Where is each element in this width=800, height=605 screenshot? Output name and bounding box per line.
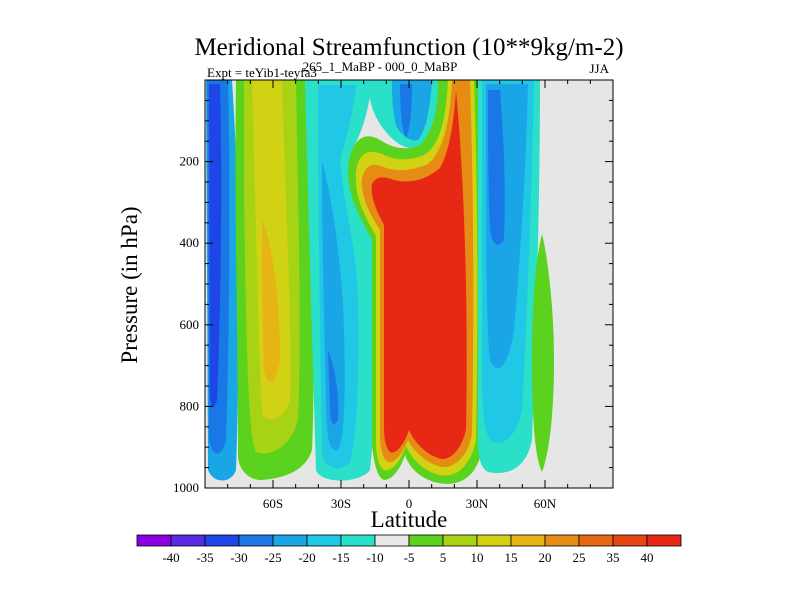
colorbar-swatch [544, 534, 580, 547]
colorbar-label: -10 [366, 550, 383, 565]
field-trop-neg-core [400, 84, 412, 138]
x-tick-label: 0 [406, 496, 413, 511]
colorbar-swatch [204, 534, 240, 547]
y-tick-label: 200 [180, 154, 200, 169]
chart-subtitle-center: 265_1_MaBP - 000_0_MaBP [303, 59, 458, 74]
y-tick-label: 400 [180, 235, 200, 250]
colorbar: -40 -35 -30 -25 -20 -15 -10 -5 5 10 15 20 25 35 40 [136, 534, 682, 565]
colorbar-label: -25 [264, 550, 281, 565]
colorbar-swatch [578, 534, 614, 547]
colorbar-swatch [646, 534, 682, 547]
y-tick-label: 1000 [173, 480, 199, 495]
colorbar-swatch [170, 534, 206, 547]
y-tick-label: 800 [180, 398, 200, 413]
colorbar-label: 15 [505, 550, 518, 565]
y-tick-label: 600 [180, 317, 200, 332]
field-sh-pos-core [252, 80, 291, 420]
colorbar-swatch [238, 534, 274, 547]
field-sh-mid-core [328, 350, 339, 425]
colorbar-swatch [272, 534, 308, 547]
x-axis-ticks: 60S 30S 0 30N 60N [227, 80, 591, 511]
x-tick-label: 30S [331, 496, 351, 511]
colorbar-label: 25 [573, 550, 586, 565]
colorbar-swatch [306, 534, 342, 547]
colorbar-label: 35 [607, 550, 620, 565]
colorbar-swatch [340, 534, 376, 547]
colorbar-swatch [408, 534, 444, 547]
colorbar-label: -30 [230, 550, 247, 565]
field-nh-pos-blob [532, 234, 554, 472]
field-sh-polar-core [209, 84, 222, 407]
field-sh-pos-peak [262, 220, 280, 383]
colorbar-swatch [510, 534, 546, 547]
chart-subtitle-right: JJA [589, 61, 609, 76]
colorbar-swatch [136, 534, 172, 547]
colorbar-swatch [442, 534, 478, 547]
y-axis-ticks: 200 400 600 800 1000 [173, 99, 613, 495]
colorbar-swatch [476, 534, 512, 547]
colorbar-label: -35 [196, 550, 213, 565]
plot-field [206, 80, 554, 484]
colorbar-swatch [612, 534, 648, 547]
colorbar-label: 10 [471, 550, 484, 565]
colorbar-label: -40 [162, 550, 179, 565]
x-axis-label: Latitude [371, 507, 448, 532]
colorbar-label: 20 [539, 550, 552, 565]
x-tick-label: 60S [263, 496, 283, 511]
field-nh-mid-core [488, 90, 505, 245]
colorbar-label: 5 [440, 550, 447, 565]
colorbar-label: 40 [641, 550, 654, 565]
x-tick-label: 60N [534, 496, 557, 511]
x-tick-label: 30N [466, 496, 489, 511]
colorbar-label: -5 [404, 550, 415, 565]
colorbar-swatch [374, 534, 410, 547]
field-hadley-core [371, 90, 467, 460]
colorbar-label: -15 [332, 550, 349, 565]
chart-subtitle-left: Expt = teYib1-teyfa3 [207, 65, 317, 80]
chart-title: Meridional Streamfunction (10**9kg/m-2) [194, 34, 623, 61]
colorbar-label: -20 [298, 550, 315, 565]
field-sh-mid-inner [322, 160, 345, 451]
y-axis-label: Pressure (in hPa) [117, 206, 142, 363]
